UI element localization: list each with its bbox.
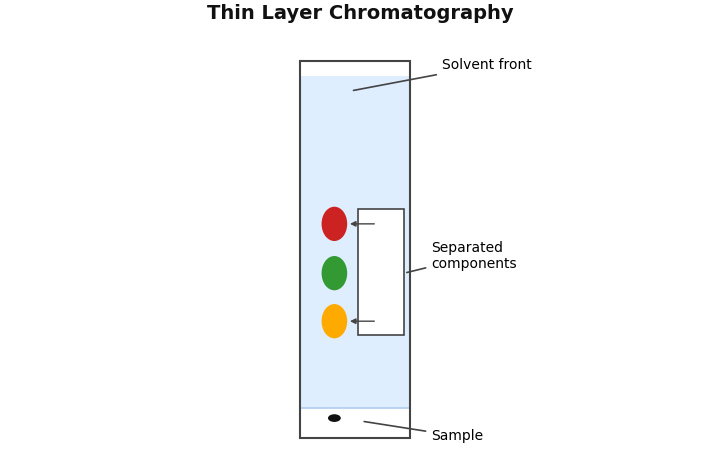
Ellipse shape (322, 207, 347, 241)
Text: Solvent front: Solvent front (354, 58, 531, 90)
Title: Thin Layer Chromatography: Thin Layer Chromatography (207, 4, 513, 23)
Bar (300, 61, 410, 438)
Text: Sample: Sample (364, 422, 483, 443)
Ellipse shape (322, 256, 347, 290)
Text: Separated
components: Separated components (407, 241, 517, 273)
Circle shape (328, 414, 341, 422)
Ellipse shape (322, 304, 347, 338)
Bar (358, 209, 404, 336)
Bar (300, 76, 410, 408)
